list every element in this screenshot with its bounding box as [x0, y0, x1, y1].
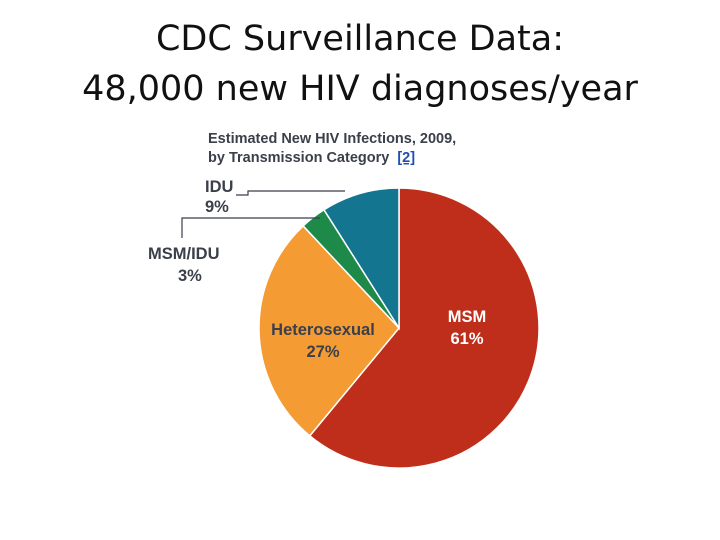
callout-line-msm-idu — [181, 217, 320, 238]
chart-title-line2-group: by Transmission Category [2] — [208, 150, 415, 166]
callout-label-msm-idu-name: MSM/IDU — [148, 245, 220, 263]
slice-label-heterosexual: Heterosexual 27% — [271, 321, 375, 361]
pie-slice-heterosexual — [258, 224, 400, 437]
pie-slice-idu — [322, 187, 400, 331]
callout-line-idu — [236, 190, 345, 196]
pie-slices — [258, 187, 540, 469]
slide-title-line2: 48,000 new HIV diagnoses/year — [82, 69, 638, 109]
chart-title: Estimated New HIV Infections, 2009, by T… — [208, 131, 456, 166]
slide-title-line1: CDC Surveillance Data: — [155, 19, 565, 59]
callout-label-msm-idu: MSM/IDU 3% — [148, 245, 220, 285]
slice-label-heterosexual-value: 27% — [306, 343, 339, 361]
slice-label-msm-value: 61% — [450, 330, 483, 348]
chart-title-line2: by Transmission Category — [208, 150, 389, 166]
callout-lines — [181, 190, 345, 238]
pie-slice-msm — [308, 187, 540, 469]
callout-label-idu-name: IDU — [205, 178, 233, 196]
chart-title-line1: Estimated New HIV Infections, 2009, — [208, 131, 456, 147]
slice-label-msm: MSM 61% — [448, 308, 487, 348]
slide-title: CDC Surveillance Data: 48,000 new HIV di… — [0, 14, 720, 114]
reference-link[interactable]: [2] — [397, 150, 415, 166]
callout-label-idu: IDU 9% — [205, 178, 233, 216]
slice-label-heterosexual-name: Heterosexual — [271, 321, 375, 339]
callout-label-idu-value: 9% — [205, 198, 229, 216]
slice-label-msm-name: MSM — [448, 308, 487, 326]
callout-label-msm-idu-value: 3% — [178, 267, 202, 285]
